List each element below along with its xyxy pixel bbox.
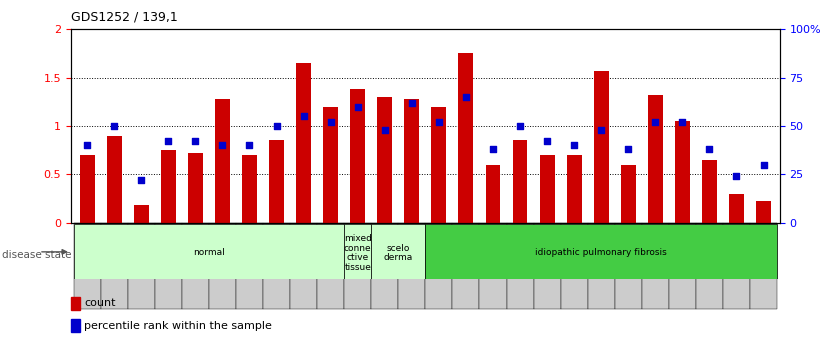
Point (162, 139, 175, 144)
Bar (296, 63, 311, 223)
Bar (290, 223, 317, 309)
Bar (377, 97, 392, 223)
Bar (615, 223, 642, 309)
Text: GDS1252 / 139,1: GDS1252 / 139,1 (71, 10, 178, 23)
Bar (242, 155, 257, 223)
Point (324, 119, 337, 125)
Text: mixed
conne
ctive
tissue: mixed conne ctive tissue (344, 234, 372, 272)
Bar (263, 223, 290, 309)
Bar (723, 223, 750, 309)
Bar (73, 223, 101, 309)
Bar (540, 155, 555, 223)
Bar (567, 155, 581, 223)
Bar (534, 223, 560, 309)
Bar (702, 160, 717, 223)
Point (514, 123, 527, 129)
Point (405, 100, 419, 106)
Text: idiopathic pulmonary fibrosis: idiopathic pulmonary fibrosis (535, 248, 667, 257)
Point (540, 139, 554, 144)
Bar (425, 224, 777, 279)
Bar (506, 223, 534, 309)
Bar (71, 319, 80, 332)
Point (730, 174, 743, 179)
Bar (459, 53, 474, 223)
Text: count: count (84, 298, 116, 308)
Point (486, 146, 500, 152)
Bar (215, 99, 230, 223)
Point (676, 119, 689, 125)
Text: normal: normal (193, 248, 224, 257)
Bar (344, 224, 371, 279)
Bar (324, 107, 338, 223)
Bar (513, 140, 527, 223)
Bar (371, 224, 425, 279)
Point (216, 142, 229, 148)
Point (134, 177, 148, 183)
Bar (431, 107, 446, 223)
Bar (188, 153, 203, 223)
Bar (182, 223, 208, 309)
Point (297, 114, 310, 119)
Point (243, 142, 256, 148)
Point (188, 139, 202, 144)
Text: scelo
derma: scelo derma (384, 244, 413, 262)
Bar (485, 165, 500, 223)
Bar (480, 223, 506, 309)
Point (567, 142, 580, 148)
Bar (107, 136, 122, 223)
Point (621, 146, 635, 152)
Point (595, 127, 608, 132)
Text: percentile rank within the sample: percentile rank within the sample (84, 321, 272, 331)
Point (649, 119, 662, 125)
Bar (350, 89, 365, 223)
Bar (344, 223, 371, 309)
Bar (648, 95, 663, 223)
Bar (594, 71, 609, 223)
Point (270, 123, 284, 129)
Bar (317, 223, 344, 309)
Bar (642, 223, 669, 309)
Bar (208, 223, 236, 309)
Bar (756, 201, 771, 223)
Bar (729, 194, 744, 223)
Bar (696, 223, 723, 309)
Bar (128, 223, 155, 309)
Point (757, 162, 771, 167)
Point (460, 94, 473, 100)
Point (378, 127, 391, 132)
Bar (161, 150, 176, 223)
Point (703, 146, 716, 152)
Bar (371, 223, 399, 309)
Bar (399, 223, 425, 309)
Bar (669, 223, 696, 309)
Text: disease state: disease state (2, 250, 71, 259)
Bar (560, 223, 588, 309)
Bar (101, 223, 128, 309)
Bar (425, 223, 452, 309)
Bar (750, 223, 777, 309)
Bar (73, 224, 344, 279)
Bar (675, 121, 690, 223)
Bar (620, 165, 636, 223)
Point (432, 119, 445, 125)
Bar (71, 297, 80, 310)
Bar (588, 223, 615, 309)
Point (80, 142, 93, 148)
Point (351, 104, 364, 109)
Bar (155, 223, 182, 309)
Bar (269, 140, 284, 223)
Bar (404, 99, 420, 223)
Bar (80, 155, 94, 223)
Bar (133, 205, 148, 223)
Bar (452, 223, 480, 309)
Bar (236, 223, 263, 309)
Point (108, 123, 121, 129)
